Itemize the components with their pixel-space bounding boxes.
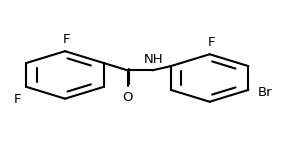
- Text: NH: NH: [144, 53, 164, 66]
- Text: F: F: [63, 33, 70, 46]
- Text: O: O: [122, 91, 133, 104]
- Text: F: F: [207, 36, 215, 49]
- Text: F: F: [14, 93, 21, 106]
- Text: Br: Br: [258, 86, 272, 99]
